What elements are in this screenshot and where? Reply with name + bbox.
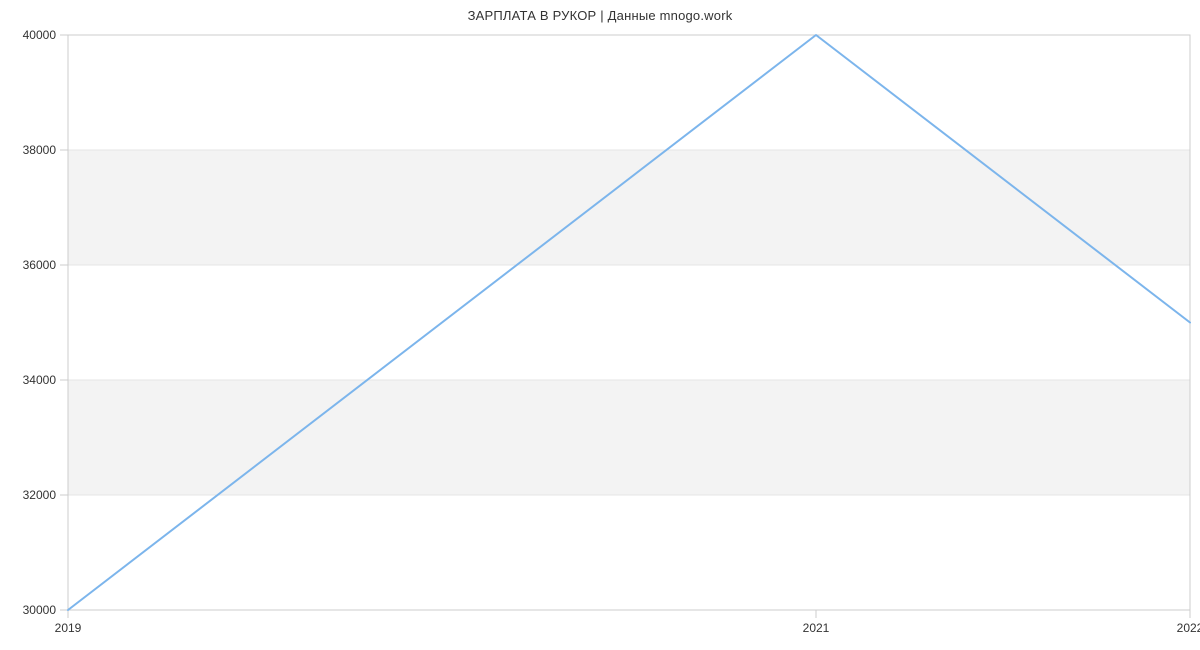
y-tick-label: 30000 (23, 603, 57, 617)
y-tick-label: 32000 (23, 488, 57, 502)
x-tick-label: 2019 (55, 621, 82, 635)
grid-band (68, 380, 1190, 495)
y-tick-label: 36000 (23, 258, 57, 272)
grid-band (68, 150, 1190, 265)
y-tick-label: 34000 (23, 373, 57, 387)
x-tick-label: 2022 (1177, 621, 1200, 635)
x-tick-label: 2021 (803, 621, 830, 635)
salary-chart: ЗАРПЛАТА В РУКОР | Данные mnogo.work 300… (0, 0, 1200, 650)
y-tick-label: 40000 (23, 28, 57, 42)
y-tick-label: 38000 (23, 143, 57, 157)
chart-svg: 30000 32000 34000 36000 38000 40000 2019 2021 20… (0, 0, 1200, 650)
